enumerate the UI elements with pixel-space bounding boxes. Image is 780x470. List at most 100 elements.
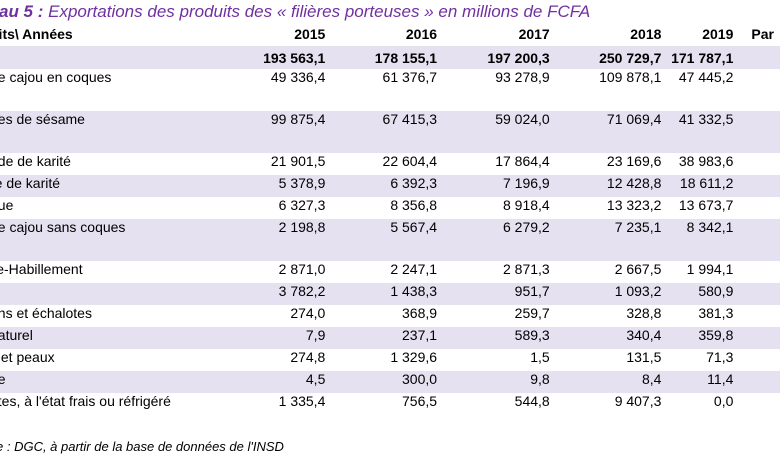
cell-value: 71,3 (706, 349, 734, 365)
cell-value: 18 611,2 (667, 175, 740, 197)
partial-cell (739, 371, 780, 393)
table-row: ons et échalotes 274,0 368,9 259,7 328,8 381,… (0, 305, 780, 327)
cell-value: 5 378,9 (231, 175, 332, 197)
cell-value: 131,5 (626, 349, 662, 365)
table-row: de cajou sans coques 2 198,8 5 567,4 6 279,… (0, 219, 780, 261)
partial-cell (739, 219, 780, 261)
cell-value: 368,9 (402, 305, 438, 321)
cell-value: 178 155,1 (331, 46, 444, 69)
table-row: nde de karité 21 901,5 22 604,4 17 864,4 23 … (0, 153, 780, 175)
cell-value: 8 918,4 (503, 197, 550, 213)
cell-value: 274,8 (290, 349, 326, 365)
table-row: gue 6 327,3 8 356,8 8 918,4 13 323,2 13 673,7 (0, 197, 780, 219)
partial-cell (739, 46, 780, 69)
cell-value: 359,8 (667, 327, 740, 349)
cell-value: 381,3 (698, 305, 734, 321)
cell-value: 2 871,3 (503, 261, 550, 277)
cell-value: 328,8 (626, 305, 662, 321)
row-label: ons et échalotes (0, 305, 92, 321)
cell-value: 8,4 (555, 371, 668, 393)
cell-value: 589,3 (443, 327, 556, 349)
cell-value: 59 024,0 (443, 111, 556, 153)
cell-value: 6 392,3 (331, 175, 444, 197)
cell-value: 1,5 (530, 349, 550, 365)
cell-value: 8 342,1 (667, 219, 740, 261)
row-label: l (0, 46, 232, 69)
partial-cell (739, 175, 780, 197)
cell-value: 193 563,1 (231, 46, 332, 69)
partial-cell (739, 111, 780, 153)
header-row: uits\ Années 2015 2016 2017 2018 2019 Pa… (0, 22, 780, 46)
row-label: s et peaux (0, 349, 55, 365)
cell-value: 9,8 (443, 371, 556, 393)
partial-cell (739, 197, 780, 219)
partial-cell (739, 393, 780, 415)
cell-value: 1 438,3 (331, 283, 444, 305)
row-label: de cajou sans coques (0, 219, 232, 261)
table-caption: au 5 : Exportations des produits des « f… (0, 2, 780, 22)
cell-value: 1 093,2 (555, 283, 668, 305)
cell-value: 7 235,1 (555, 219, 668, 261)
table-row: de cajou en coques 49 336,4 61 376,7 93 278… (0, 69, 780, 111)
year-2016-header: 2016 (405, 26, 438, 42)
cell-value: 13 673,7 (678, 197, 734, 213)
year-2019-header: 2019 (702, 26, 734, 42)
partial-cell (739, 327, 780, 349)
cell-value: 109 878,1 (599, 69, 662, 85)
partial-column-header: Par (751, 26, 774, 42)
year-2018-header: 2018 (630, 26, 662, 42)
partial-cell (739, 283, 780, 305)
cell-value: 1 335,4 (278, 393, 326, 409)
row-label: re de karité (0, 175, 232, 197)
cell-value: 2 871,0 (278, 261, 326, 277)
cell-value: 11,4 (667, 371, 740, 393)
cell-value: 2 667,5 (614, 261, 662, 277)
partial-cell (739, 261, 780, 283)
cell-value: 2 247,1 (390, 261, 438, 277)
cell-value: 47 445,2 (678, 69, 734, 85)
cell-value: 61 376,7 (382, 69, 438, 85)
cell-value: 67 415,3 (331, 111, 444, 153)
row-label: naturel (0, 327, 232, 349)
row-label: nde de karité (0, 153, 71, 169)
year-2017-header: 2017 (518, 26, 550, 42)
partial-cell (739, 153, 780, 175)
cell-value: 544,8 (514, 393, 550, 409)
cell-value: 8 356,8 (390, 197, 438, 213)
table-row: ile-Habillement 2 871,0 2 247,1 2 871,3 2 66… (0, 261, 780, 283)
row-label: gue (0, 197, 14, 213)
cell-value: 580,9 (667, 283, 740, 305)
cell-value: 951,7 (443, 283, 556, 305)
cell-value: 3 782,2 (231, 283, 332, 305)
cell-value: 274,0 (290, 305, 326, 321)
cell-value: 1 994,1 (686, 261, 734, 277)
cell-value: 22 604,4 (382, 153, 438, 169)
cell-value: 0,0 (713, 393, 734, 409)
cell-value: 197 200,3 (443, 46, 556, 69)
row-label: de (0, 371, 232, 393)
cell-value: 237,1 (331, 327, 444, 349)
cell-value: 756,5 (402, 393, 438, 409)
row-label: ates, à l'état frais ou réfrigéré (0, 393, 171, 409)
cell-value: 41 332,5 (667, 111, 740, 153)
cell-value: 250 729,7 (555, 46, 668, 69)
exports-table: uits\ Années 2015 2016 2017 2018 2019 Pa… (0, 22, 780, 415)
cell-value: 38 983,6 (678, 153, 734, 169)
caption-text: Exportations des produits des « filières… (48, 2, 591, 21)
row-label: ile-Habillement (0, 261, 83, 277)
cell-value: 9 407,3 (614, 393, 662, 409)
cell-value: 340,4 (555, 327, 668, 349)
year-2015-header: 2015 (294, 26, 326, 42)
cell-value: 21 901,5 (270, 153, 326, 169)
cell-value: 5 567,4 (331, 219, 444, 261)
cell-value: 23 169,6 (606, 153, 662, 169)
cell-value: 49 336,4 (270, 69, 326, 85)
header-label: uits\ Années (0, 26, 73, 42)
row-label: de cajou en coques (0, 69, 112, 85)
partial-cell (739, 305, 780, 327)
